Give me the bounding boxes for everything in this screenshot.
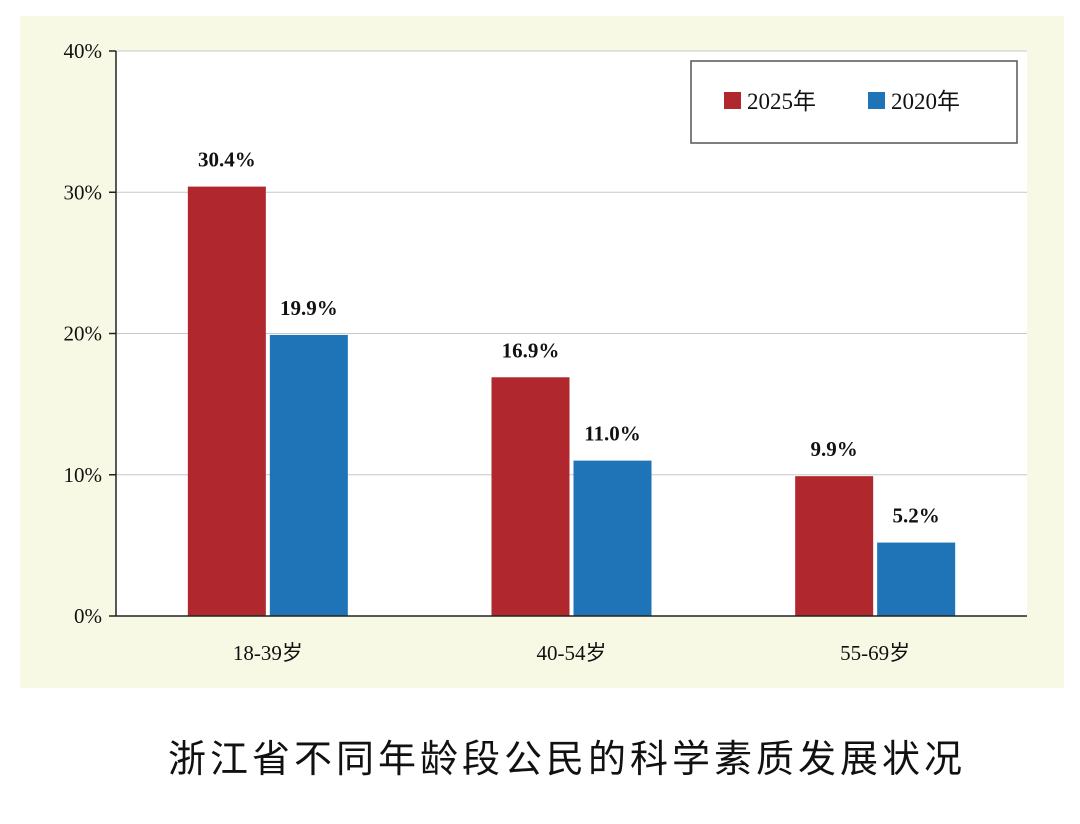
data-labels: 30.4% 19.9% 16.9% 11.0% 9.9% 5.2% [198,148,940,528]
bars [187,186,956,616]
legend-label-2020: 2020年 [891,89,960,114]
x-tick-label: 18-39岁 [233,641,303,665]
data-label: 5.2% [893,504,940,528]
legend-swatch-2020 [868,92,885,109]
legend: 2025年 2020年 [690,60,1018,144]
data-label: 11.0% [584,422,641,446]
data-label: 19.9% [280,296,338,320]
y-tick-label: 30% [64,180,103,204]
bar-2025-1 [491,377,570,616]
bar-2020-2 [877,542,956,616]
data-label: 9.9% [811,437,858,461]
data-label: 30.4% [198,148,256,172]
data-label: 16.9% [502,338,560,362]
bar-2025-0 [187,186,266,616]
bar-2020-0 [269,334,348,616]
x-tick-label: 55-69岁 [840,641,910,665]
legend-box [690,60,1018,144]
legend-swatch-2025 [724,92,741,109]
y-tick-label: 10% [64,463,103,487]
bar-2020-1 [573,460,652,616]
y-tick-label: 20% [64,322,103,346]
x-tick-label: 40-54岁 [537,641,607,665]
legend-label-2025: 2025年 [747,89,816,114]
gridlines [116,50,1027,476]
bar-2025-2 [795,476,874,616]
x-axis-ticks: 18-39岁 40-54岁 55-69岁 [233,641,910,665]
chart-panel: 30.4% 19.9% 16.9% 11.0% 9.9% 5.2% 0% 10% 20% 30%… [20,16,1064,688]
y-axis-ticks: 0% 10% 20% 30% 40% [64,39,116,628]
y-tick-label: 40% [64,39,103,63]
bar-chart: 30.4% 19.9% 16.9% 11.0% 9.9% 5.2% 0% 10% 20% 30%… [64,39,1027,665]
chart-caption: 浙江省不同年龄段公民的科学素质发展状况 [168,737,967,781]
y-tick-label: 0% [74,604,102,628]
